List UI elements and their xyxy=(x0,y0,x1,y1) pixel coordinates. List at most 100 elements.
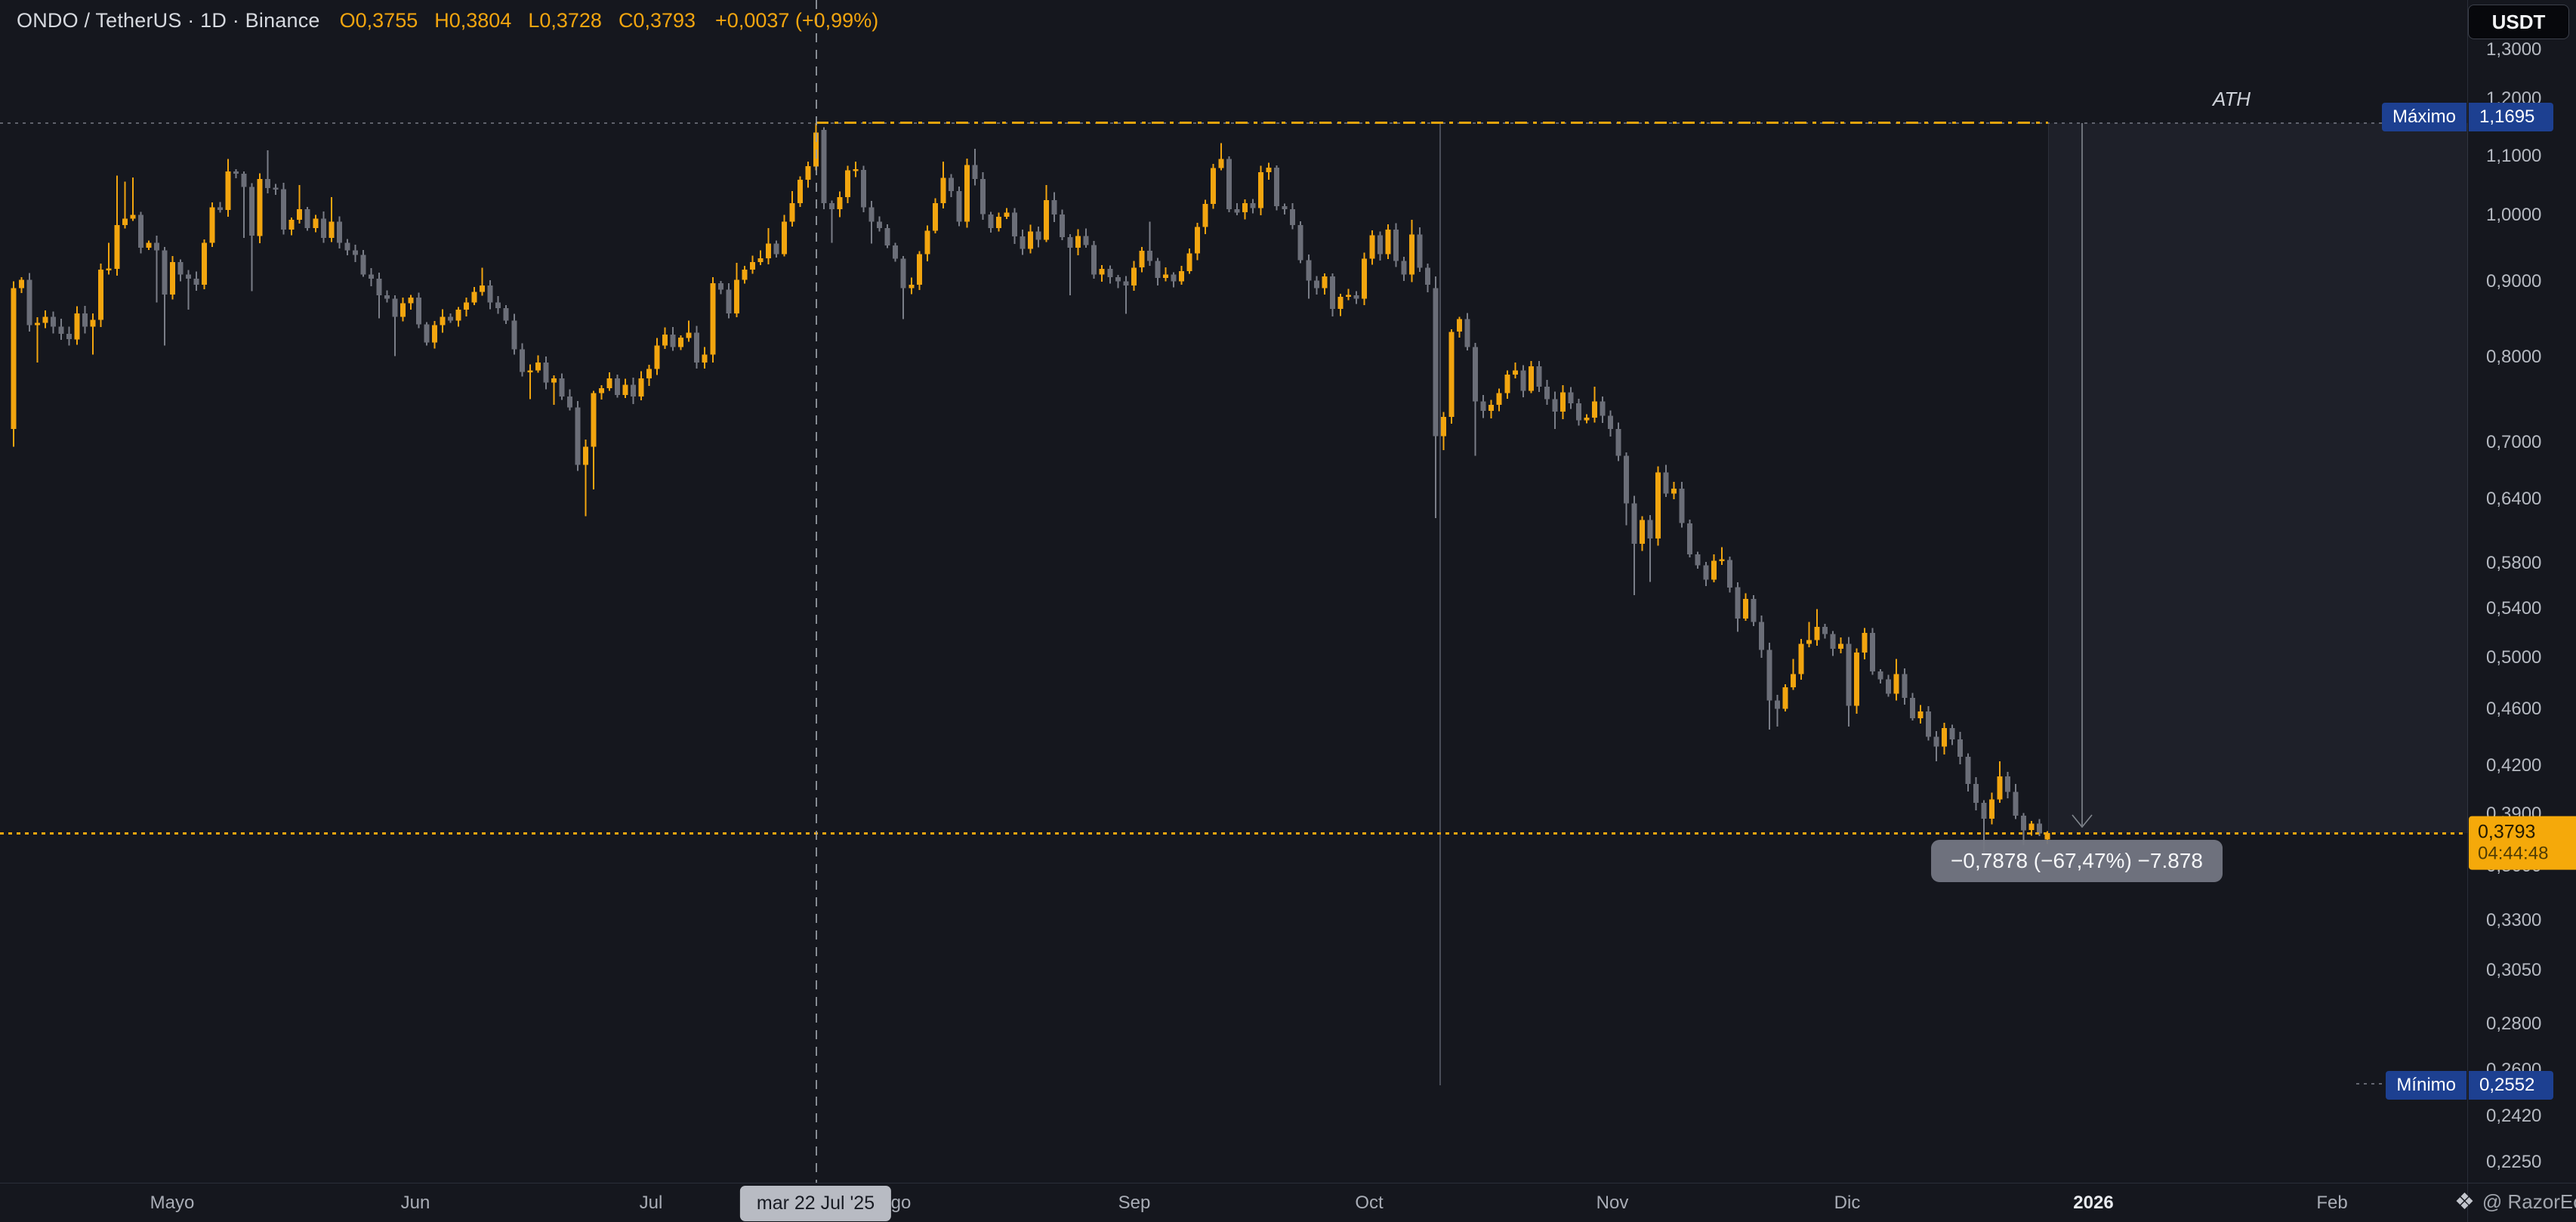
candle xyxy=(2037,823,2043,834)
candle xyxy=(1941,728,1947,747)
candle xyxy=(1353,295,1359,299)
candle xyxy=(1758,622,1764,650)
chart-plot-area[interactable] xyxy=(0,0,2467,1183)
candle xyxy=(130,214,136,219)
candle xyxy=(797,180,803,203)
candle xyxy=(313,218,319,229)
time-axis-label: Nov xyxy=(1596,1193,1629,1213)
price-axis-label: 0,2800 xyxy=(2486,1014,2542,1034)
candle xyxy=(702,354,708,363)
candle xyxy=(1624,455,1630,504)
candle xyxy=(392,298,398,317)
candle xyxy=(1726,560,1732,588)
candle xyxy=(360,255,366,275)
candle xyxy=(1234,209,1240,213)
candle xyxy=(249,187,255,236)
currency-toggle-button[interactable]: USDT xyxy=(2468,5,2569,39)
candle xyxy=(1655,472,1661,539)
candle xyxy=(654,345,660,369)
price-axis[interactable] xyxy=(2467,0,2576,1183)
candle xyxy=(19,279,24,289)
candle xyxy=(1703,565,1709,580)
candle xyxy=(1107,269,1113,277)
candle xyxy=(1592,401,1597,418)
candle xyxy=(1211,168,1216,204)
price-axis-label: 0,5000 xyxy=(2486,647,2542,668)
candle xyxy=(1067,237,1073,248)
candle xyxy=(845,170,851,197)
candle xyxy=(487,285,493,303)
candle xyxy=(1870,633,1876,672)
candle xyxy=(1719,559,1725,562)
time-axis-label: 2026 xyxy=(2073,1193,2114,1213)
candle xyxy=(1671,488,1677,494)
price-axis-label: 0,3050 xyxy=(2486,960,2542,980)
price-axis-label: 0,9000 xyxy=(2486,271,2542,292)
ath-text-label[interactable]: ATH xyxy=(2212,88,2251,110)
candle xyxy=(1886,679,1892,694)
candle xyxy=(948,177,954,191)
candle xyxy=(662,335,668,346)
candle xyxy=(1640,520,1646,545)
candle xyxy=(733,279,739,313)
candle xyxy=(582,446,588,465)
candle xyxy=(1417,234,1423,268)
candle xyxy=(177,262,184,275)
candle xyxy=(599,388,604,393)
candle xyxy=(1473,347,1479,402)
ohlc-values: O0,3755 H0,3804 L0,3728 C0,3793 xyxy=(340,9,696,32)
candle xyxy=(400,303,406,317)
candle xyxy=(1568,392,1574,403)
candle xyxy=(265,179,271,188)
candle xyxy=(996,217,1001,229)
candle xyxy=(551,378,557,383)
candle xyxy=(1345,295,1351,298)
candle xyxy=(1489,405,1495,411)
candle xyxy=(1162,274,1168,278)
candle xyxy=(1663,472,1669,494)
candle xyxy=(717,283,723,290)
candle xyxy=(646,369,652,379)
symbol-title[interactable]: ONDO / TetherUS · 1D · Binance xyxy=(17,9,320,32)
candle xyxy=(765,243,771,258)
candle xyxy=(877,221,883,229)
price-axis-label: 0,7000 xyxy=(2486,432,2542,452)
candle xyxy=(1313,280,1319,289)
candle xyxy=(209,207,215,243)
candle xyxy=(837,197,843,210)
candle xyxy=(1218,159,1224,168)
candle xyxy=(1155,261,1161,278)
candle xyxy=(805,166,811,180)
candle xyxy=(1679,488,1685,523)
candle xyxy=(1504,374,1510,393)
minimo-axis-badge: Mínimo 0,2552 xyxy=(2386,1071,2553,1100)
candle xyxy=(2013,792,2019,816)
candle xyxy=(1028,231,1034,249)
vertical-line-drawing[interactable] xyxy=(1439,123,1441,1085)
watermark-text: @ RazorEc xyxy=(2482,1190,2576,1213)
binance-diamond-icon: ❖ xyxy=(2454,1190,2475,1214)
time-axis-label: Oct xyxy=(1355,1193,1384,1213)
ath-horizontal-ray[interactable] xyxy=(816,122,2048,124)
candle xyxy=(979,179,986,214)
candle xyxy=(1401,261,1407,275)
price-axis-label: 0,3300 xyxy=(2486,910,2542,930)
candle xyxy=(972,165,978,180)
candle xyxy=(527,370,533,372)
candle xyxy=(1933,736,1939,747)
candle xyxy=(1957,739,1963,758)
candle xyxy=(1083,236,1089,245)
candle xyxy=(1893,674,1899,694)
ohlc-item: H0,3804 xyxy=(434,9,512,32)
candle xyxy=(757,258,764,263)
candle xyxy=(1798,643,1804,674)
candle xyxy=(66,334,72,340)
time-axis-label: Jul xyxy=(639,1193,663,1213)
candle xyxy=(1806,640,1812,644)
watermark: ❖ @ RazorEc xyxy=(2454,1189,2576,1215)
price-range-measure-region[interactable] xyxy=(2048,123,2468,833)
candle xyxy=(1877,671,1883,680)
candle xyxy=(1496,393,1502,406)
price-axis-label: 1,3000 xyxy=(2486,39,2542,60)
candle xyxy=(1520,370,1526,391)
